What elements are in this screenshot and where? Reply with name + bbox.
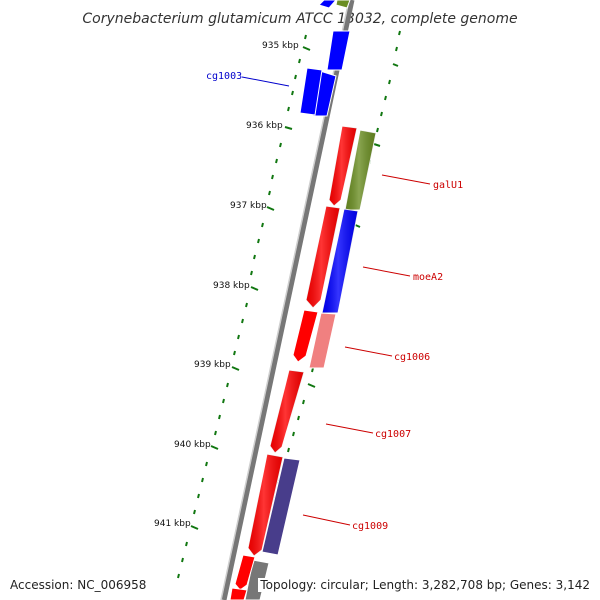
feature-cg1009	[261, 457, 301, 556]
scale-label-938: 938 kbp	[213, 281, 250, 291]
gene-label-cg1003[interactable]: cg1003	[206, 71, 242, 82]
leader-cg1003	[241, 76, 290, 87]
topology-text: Topology: circular; Length: 3,282,708 bp…	[258, 578, 592, 592]
scale-label-935: 935 kbp	[262, 41, 299, 51]
gene-label-galU1[interactable]: galU1	[433, 180, 463, 191]
gene-label-cg1007[interactable]: cg1007	[375, 429, 411, 440]
scale-label-937: 937 kbp	[230, 201, 267, 211]
feature-red-7	[229, 587, 248, 600]
feature-red-6	[234, 554, 256, 591]
map-title: Corynebacterium glutamicum ATCC 13032, c…	[82, 11, 517, 27]
feature-cg1006	[308, 312, 337, 369]
reverse-strand-features	[229, 67, 358, 600]
feature-green-top	[335, 0, 351, 9]
leader-galU1	[381, 174, 431, 185]
feature-red-3	[292, 309, 319, 363]
feature-shading	[248, 126, 376, 556]
leader-cg1007	[325, 423, 374, 434]
leader-moeA2	[362, 266, 411, 277]
scale-label-940: 940 kbp	[174, 440, 211, 450]
gene-label-cg1006[interactable]: cg1006	[394, 352, 430, 363]
feature-blue-top	[318, 0, 337, 9]
leader-cg1006	[344, 346, 393, 357]
gene-label-cg1009[interactable]: cg1009	[352, 521, 388, 532]
gene-label-moeA2[interactable]: moeA2	[413, 272, 443, 283]
leader-cg1009	[302, 514, 351, 526]
scale-label-941: 941 kbp	[154, 519, 191, 529]
scale-label-939: 939 kbp	[194, 360, 231, 370]
feature-blue-upper	[326, 30, 351, 71]
accession-text: Accession: NC_006958	[8, 578, 149, 592]
inner-tick-ring	[177, 34, 311, 579]
feature-cg1003-a	[299, 67, 323, 116]
scale-label-936: 936 kbp	[246, 121, 283, 131]
